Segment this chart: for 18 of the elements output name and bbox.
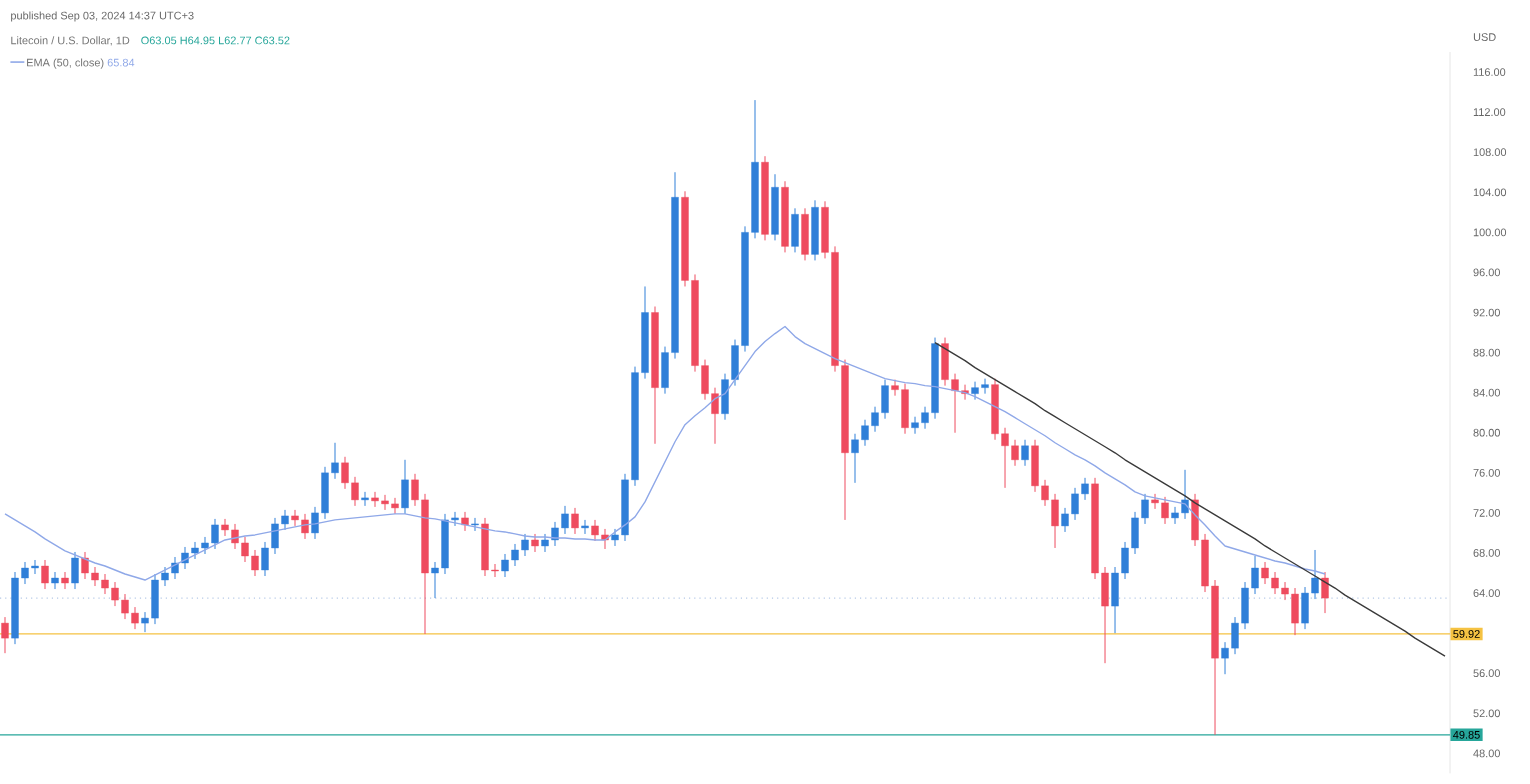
- candlestick: [461, 511, 469, 532]
- candlestick: [471, 517, 479, 532]
- candlestick: [811, 199, 819, 261]
- candlestick: [571, 507, 579, 535]
- candlestick: [51, 571, 59, 590]
- candlestick: [791, 207, 799, 253]
- candlestick: [41, 559, 49, 590]
- candlestick: [361, 491, 369, 507]
- candlestick: [801, 207, 809, 261]
- candlestick: [61, 571, 69, 590]
- candlestick: [71, 551, 79, 590]
- candlestick: [1, 616, 9, 654]
- candlestick: [401, 459, 409, 515]
- candlestick: [1321, 571, 1329, 614]
- candlestick: [581, 519, 589, 535]
- candlestick: [1021, 439, 1029, 467]
- candlestick: [531, 533, 539, 553]
- candlestick: [771, 173, 779, 241]
